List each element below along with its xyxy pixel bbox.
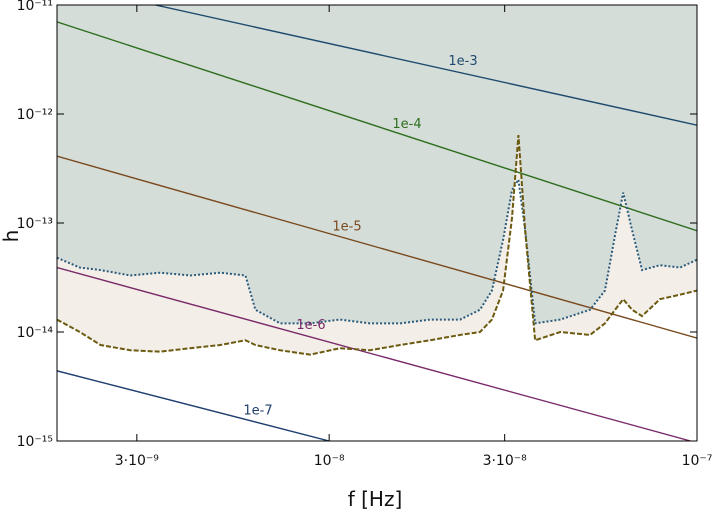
line-label: 1e-7 bbox=[243, 404, 272, 419]
line-label: 1e-4 bbox=[392, 117, 421, 132]
x-tick-label: 10⁻⁸ bbox=[314, 453, 345, 469]
sensitivity-line bbox=[155, 5, 697, 126]
sensitivity-line bbox=[57, 155, 697, 339]
y-tick-label: 10⁻¹¹ bbox=[17, 0, 53, 14]
y-axis-label: h bbox=[0, 230, 23, 243]
y-tick-label: 10⁻¹⁵ bbox=[17, 434, 53, 450]
line-label: 1e-3 bbox=[448, 54, 477, 69]
sensitivity-line bbox=[57, 21, 697, 232]
sensitivity-line bbox=[57, 370, 330, 441]
sensitivity-line bbox=[57, 266, 691, 441]
line-label: 1e-6 bbox=[296, 318, 325, 333]
plot-area bbox=[57, 5, 697, 441]
y-tick-label: 10⁻¹³ bbox=[17, 216, 53, 232]
x-tick-label: 3·10⁻⁹ bbox=[115, 453, 160, 469]
x-tick-label: 3·10⁻⁸ bbox=[483, 453, 528, 469]
line-label: 1e-5 bbox=[332, 220, 361, 235]
y-tick-label: 10⁻¹⁴ bbox=[17, 325, 54, 341]
y-tick-label: 10⁻¹² bbox=[17, 107, 53, 123]
dashed-curve bbox=[57, 135, 697, 356]
x-tick-label: 10⁻⁷ bbox=[682, 453, 713, 469]
x-axis-label: f [Hz] bbox=[348, 487, 403, 511]
band-region bbox=[57, 135, 697, 355]
upper-region bbox=[57, 5, 697, 324]
